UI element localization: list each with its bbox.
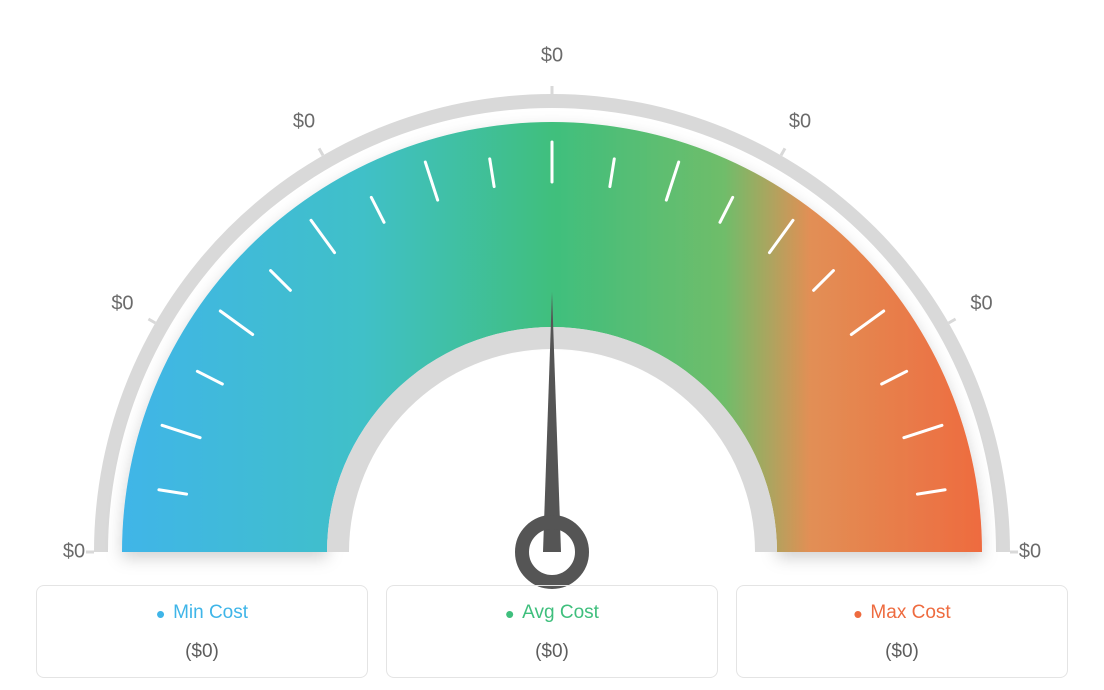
legend-value-avg: ($0)	[387, 641, 717, 663]
legend-title-min: Min Cost	[156, 602, 248, 624]
legend-title-avg: Avg Cost	[505, 602, 599, 624]
gauge-scale-label: $0	[293, 111, 315, 134]
legend-card-max: Max Cost ($0)	[736, 585, 1068, 678]
gauge-scale-label: $0	[541, 45, 563, 68]
legend-value-max: ($0)	[737, 641, 1067, 663]
gauge-scale-label: $0	[1019, 541, 1041, 564]
legend-title-max: Max Cost	[853, 602, 950, 624]
gauge-scale-label: $0	[970, 293, 992, 316]
legend-label-max: Max Cost	[870, 602, 950, 624]
gauge-chart	[0, 30, 1104, 590]
gauge-scale-label: $0	[63, 541, 85, 564]
legend-card-avg: Avg Cost ($0)	[386, 585, 718, 678]
gauge-scale-label: $0	[789, 111, 811, 134]
legend-value-min: ($0)	[37, 641, 367, 663]
gauge-scale-label: $0	[111, 293, 133, 316]
legend-label-avg: Avg Cost	[522, 602, 599, 624]
legend-row: Min Cost ($0) Avg Cost ($0) Max Cost ($0…	[0, 585, 1104, 678]
legend-label-min: Min Cost	[173, 602, 248, 624]
legend-card-min: Min Cost ($0)	[36, 585, 368, 678]
gauge-container: $0$0$0$0$0$0$0	[0, 0, 1104, 560]
